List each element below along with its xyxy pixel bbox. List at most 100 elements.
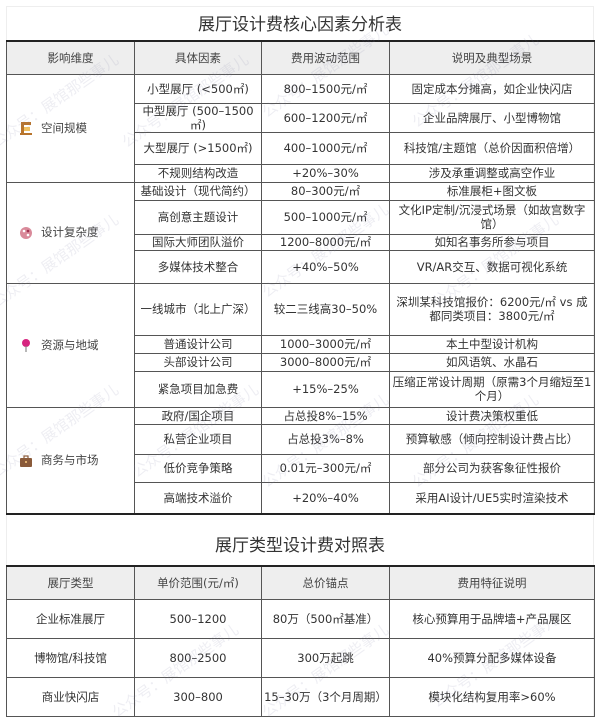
table-row: 紧急项目加急费 +15%–25% 压缩正常设计周期（原需3个月缩短至1个月） xyxy=(7,370,595,408)
cost-range-cell: 0.01元–300元/㎡ xyxy=(261,453,390,483)
header-hall-type: 展厅类型 xyxy=(6,565,135,600)
factor-cell: 小型展厅 (<500㎡) xyxy=(134,73,262,104)
factor-cell: 私营企业项目 xyxy=(134,423,262,455)
factor-cell: 低价竞争策略 xyxy=(134,453,262,483)
cost-range-cell: +15%–25% xyxy=(261,370,390,408)
cell: 300万起跳 xyxy=(261,637,390,678)
description-cell: 设计费决策权重低 xyxy=(389,406,595,425)
header-factor: 具体因素 xyxy=(134,40,262,75)
cost-range-cell: 600–1200元/㎡ xyxy=(261,102,390,133)
cell: 300–800 xyxy=(134,676,262,717)
cost-range-cell: 3000–8000元/㎡ xyxy=(261,352,390,372)
description-cell: 部分公司为获客象征性报价 xyxy=(389,453,595,483)
table-row: 高创意主题设计 500–1000元/㎡ 文化IP定制/沉浸式场景（如故宫数字馆） xyxy=(7,199,595,235)
description-cell: 科技馆/主题馆（总价因面积倍增） xyxy=(389,131,595,165)
factor-cell: 高端技术溢价 xyxy=(134,481,262,515)
description-cell: 企业品牌展厅、小型博物馆 xyxy=(389,102,595,133)
header-cost-feature: 费用特征说明 xyxy=(389,565,595,600)
type-comparison-table: 展厅类型 单价范围(元/㎡) 总价锚点 费用特征说明 企业标准展厅 500–120… xyxy=(6,565,595,717)
cell: 博物馆/科技馆 xyxy=(6,637,135,678)
table-row: 低价竞争策略 0.01元–300元/㎡ 部分公司为获客象征性报价 xyxy=(7,453,595,483)
cost-range-cell: 占总投3%–8% xyxy=(261,423,390,455)
dimension-label: 商务与市场 xyxy=(41,453,99,467)
dimension-cell: 空间规模 xyxy=(6,73,135,183)
description-cell: 涉及承重调整或高空作业 xyxy=(389,163,595,183)
dimension-label: 设计复杂度 xyxy=(41,225,99,240)
cost-range-cell: 80–300元/㎡ xyxy=(261,181,390,201)
cell: 核心预算用于品牌墙+产品展区 xyxy=(389,598,595,639)
cell: 15–30万（3个月周期） xyxy=(261,676,390,717)
factor-cell: 多媒体技术整合 xyxy=(134,249,262,284)
cost-range-cell: 400–1000元/㎡ xyxy=(261,131,390,165)
header-dimension: 影响维度 xyxy=(6,40,135,75)
factor-cell: 一线城市（北上广深） xyxy=(134,282,262,336)
table2-title: 展厅类型设计费对照表 xyxy=(215,536,385,556)
header-cost-range: 费用波动范围 xyxy=(261,40,390,75)
briefcase-icon xyxy=(19,453,41,467)
cost-range-cell: +20%–30% xyxy=(261,163,390,183)
dimension-label: 资源与地域 xyxy=(41,337,99,352)
cost-range-cell: 1000–3000元/㎡ xyxy=(261,334,390,354)
description-cell: 如风语筑、水晶石 xyxy=(389,352,595,372)
table-row: 头部设计公司 3000–8000元/㎡ 如风语筑、水晶石 xyxy=(7,352,595,372)
factor-cell: 普通设计公司 xyxy=(134,334,262,354)
cost-range-cell: +40%–50% xyxy=(261,249,390,284)
table-row: 空间规模 小型展厅 (<500㎡) 800–1500元/㎡ 固定成本分摊高，如企业快闪… xyxy=(6,73,595,183)
dimension-cell: 设计复杂度 xyxy=(6,181,135,284)
factor-cell: 大型展厅 (>1500㎡) xyxy=(134,131,262,165)
table-row: 企业标准展厅 500–1200 80万（500㎡基准） 核心预算用于品牌墙+产品展区 xyxy=(6,598,595,639)
cost-range-cell: 500–1000元/㎡ xyxy=(261,199,390,235)
header-unit-price: 单价范围(元/㎡) xyxy=(134,565,262,600)
palette-icon xyxy=(19,225,41,239)
factor-cell: 头部设计公司 xyxy=(134,352,262,372)
table-row: 普通设计公司 1000–3000元/㎡ 本土中型设计机构 xyxy=(7,334,595,354)
description-cell: 文化IP定制/沉浸式场景（如故宫数字馆） xyxy=(389,199,595,235)
description-cell: 固定成本分摊高，如企业快闪店 xyxy=(389,73,595,104)
cost-range-cell: 占总投8%–15% xyxy=(261,406,390,425)
cell: 商业快闪店 xyxy=(6,676,135,717)
cell: 800–2500 xyxy=(134,637,262,678)
table1-title: 展厅设计费核心因素分析表 xyxy=(198,15,402,35)
dimension-cell: 商务与市场 xyxy=(6,406,135,515)
factor-cell: 不规则结构改造 xyxy=(134,163,262,183)
factor-analysis-table: 影响维度 具体因素 费用波动范围 说明及典型场景 空间规模 小型展厅 (<500㎡… xyxy=(6,40,595,515)
cell: 模块化结构复用率>60% xyxy=(389,676,595,717)
description-cell: 本土中型设计机构 xyxy=(389,334,595,354)
easel-icon xyxy=(19,121,41,136)
description-cell: VR/AR交互、数据可视化系统 xyxy=(389,249,595,284)
table-row: 设计复杂度 基础设计（现代简约） 80–300元/㎡ 标准展柜+图文板 xyxy=(6,181,595,284)
table-row: 商务与市场 政府/国企项目 占总投8%–15% 设计费决策权重低 xyxy=(6,406,595,515)
cell: 企业标准展厅 xyxy=(6,598,135,639)
header-total-anchor: 总价锚点 xyxy=(261,565,390,600)
description-cell: 标准展柜+图文板 xyxy=(389,181,595,201)
table-row: 不规则结构改造 +20%–30% 涉及承重调整或高空作业 xyxy=(7,163,595,183)
factor-cell: 紧急项目加急费 xyxy=(134,370,262,408)
table-row: 博物馆/科技馆 800–2500 300万起跳 40%预算分配多媒体设备 xyxy=(6,637,595,678)
table-row: 商业快闪店 300–800 15–30万（3个月周期） 模块化结构复用率>60% xyxy=(6,676,595,717)
cost-range-cell: 1200–8000元/㎡ xyxy=(261,233,390,251)
dimension-cell: 资源与地域 xyxy=(6,282,135,408)
factor-cell: 中型展厅 (500–1500㎡) xyxy=(134,102,262,133)
pin-icon xyxy=(19,338,41,353)
table-row: 高端技术溢价 +20%–40% 采用AI设计/UE5实时渲染技术 xyxy=(7,481,595,515)
table-row: 资源与地域 一线城市（北上广深） 较二三线高30–50% 深圳某科技馆报价：6200元… xyxy=(6,282,595,408)
cell: 500–1200 xyxy=(134,598,262,639)
factor-cell: 政府/国企项目 xyxy=(134,406,262,425)
cost-range-cell: +20%–40% xyxy=(261,481,390,515)
dimension-label: 空间规模 xyxy=(41,120,87,135)
description-cell: 如知名事务所参与项目 xyxy=(389,233,595,251)
factor-cell: 高创意主题设计 xyxy=(134,199,262,235)
description-cell: 压缩正常设计周期（原需3个月缩短至1个月） xyxy=(389,370,595,408)
description-cell: 深圳某科技馆报价：6200元/㎡ vs 成都同类项目：3800元/㎡ xyxy=(389,282,595,336)
description-cell: 预算敏感（倾向控制设计费占比） xyxy=(389,423,595,455)
cost-range-cell: 800–1500元/㎡ xyxy=(261,73,390,104)
table-row: 大型展厅 (>1500㎡) 400–1000元/㎡ 科技馆/主题馆（总价因面积倍增） xyxy=(7,131,595,165)
description-cell: 采用AI设计/UE5实时渲染技术 xyxy=(389,481,595,515)
factor-cell: 国际大师团队溢价 xyxy=(134,233,262,251)
factor-cell: 基础设计（现代简约） xyxy=(134,181,262,201)
header-description: 说明及典型场景 xyxy=(389,40,595,75)
cost-range-cell: 较二三线高30–50% xyxy=(261,282,390,336)
table-row: 中型展厅 (500–1500㎡) 600–1200元/㎡ 企业品牌展厅、小型博物馆 xyxy=(7,102,595,133)
cell: 40%预算分配多媒体设备 xyxy=(389,637,595,678)
cell: 80万（500㎡基准） xyxy=(261,598,390,639)
